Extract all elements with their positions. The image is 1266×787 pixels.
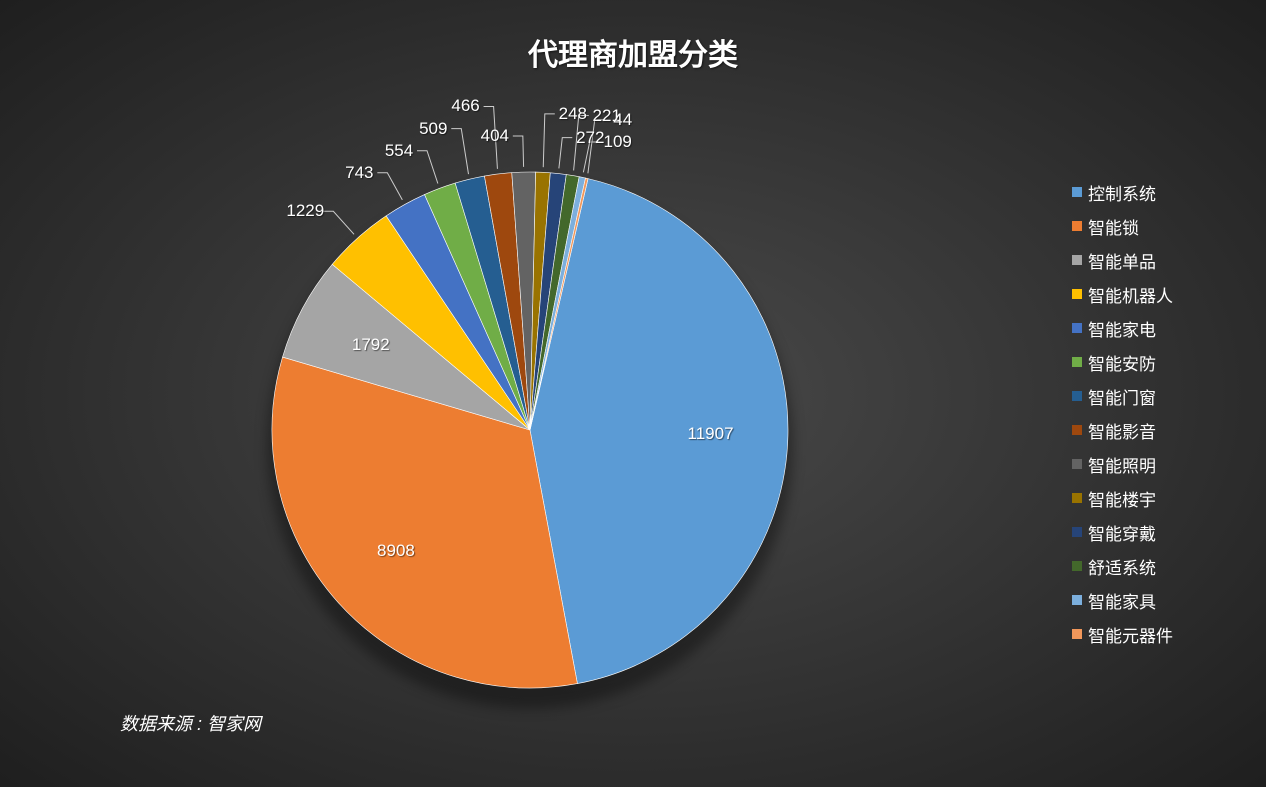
pie-value-label: 1229	[286, 201, 324, 221]
legend-label: 智能照明	[1088, 452, 1156, 477]
legend-item: 智能门窗	[1072, 379, 1173, 413]
source-note: 数据来源 : 智家网	[120, 710, 261, 736]
leader-line	[513, 136, 524, 167]
pie-value-label: 248	[559, 104, 587, 124]
legend-swatch	[1072, 357, 1082, 367]
legend-label: 智能楼宇	[1088, 486, 1156, 511]
legend-item: 智能照明	[1072, 447, 1173, 481]
legend-label: 智能影音	[1088, 418, 1156, 443]
leader-line	[559, 138, 572, 169]
legend-label: 智能家电	[1088, 316, 1156, 341]
pie-value-label: 109	[603, 132, 631, 152]
pie-value-label: 11907	[688, 424, 734, 444]
pie-value-label: 404	[481, 126, 509, 146]
legend-item: 智能穿戴	[1072, 515, 1173, 549]
leader-line	[377, 173, 402, 200]
legend-item: 智能影音	[1072, 413, 1173, 447]
leader-line	[451, 129, 468, 175]
pie-value-label: 44	[613, 110, 632, 130]
leader-line	[323, 211, 354, 234]
pie-value-label: 8908	[377, 541, 415, 561]
pie-value-label: 554	[385, 141, 413, 161]
pie-value-label: 272	[576, 128, 604, 148]
legend-item: 舒适系统	[1072, 549, 1173, 583]
legend-swatch	[1072, 595, 1082, 605]
pie-value-label: 466	[451, 96, 479, 116]
legend-swatch	[1072, 255, 1082, 265]
legend-item: 控制系统	[1072, 175, 1173, 209]
leader-line	[417, 151, 438, 184]
legend-swatch	[1072, 391, 1082, 401]
legend-label: 智能穿戴	[1088, 520, 1156, 545]
legend-item: 智能楼宇	[1072, 481, 1173, 515]
legend-swatch	[1072, 323, 1082, 333]
legend-label: 智能机器人	[1088, 282, 1173, 307]
legend-swatch	[1072, 221, 1082, 231]
pie-value-label: 743	[345, 163, 373, 183]
legend-swatch	[1072, 425, 1082, 435]
legend-item: 智能家具	[1072, 583, 1173, 617]
legend-label: 智能家具	[1088, 588, 1156, 613]
legend-swatch	[1072, 527, 1082, 537]
legend-item: 智能机器人	[1072, 277, 1173, 311]
legend-item: 智能单品	[1072, 243, 1173, 277]
legend-swatch	[1072, 561, 1082, 571]
pie-value-label: 1792	[352, 335, 390, 355]
legend-swatch	[1072, 459, 1082, 469]
legend-item: 智能家电	[1072, 311, 1173, 345]
legend-label: 智能单品	[1088, 248, 1156, 273]
legend-label: 舒适系统	[1088, 554, 1156, 579]
legend-swatch	[1072, 187, 1082, 197]
chart-container: 代理商加盟分类 11907890817921229743554509466404…	[0, 0, 1266, 787]
legend-swatch	[1072, 629, 1082, 639]
legend-item: 智能元器件	[1072, 617, 1173, 651]
legend-label: 智能门窗	[1088, 384, 1156, 409]
legend-label: 智能锁	[1088, 214, 1139, 239]
legend-swatch	[1072, 493, 1082, 503]
leader-line	[543, 114, 555, 167]
pie-value-label: 509	[419, 119, 447, 139]
legend: 控制系统智能锁智能单品智能机器人智能家电智能安防智能门窗智能影音智能照明智能楼宇…	[1072, 175, 1173, 651]
legend-label: 智能安防	[1088, 350, 1156, 375]
legend-item: 智能锁	[1072, 209, 1173, 243]
legend-label: 智能元器件	[1088, 622, 1173, 647]
legend-swatch	[1072, 289, 1082, 299]
legend-item: 智能安防	[1072, 345, 1173, 379]
legend-label: 控制系统	[1088, 180, 1156, 205]
